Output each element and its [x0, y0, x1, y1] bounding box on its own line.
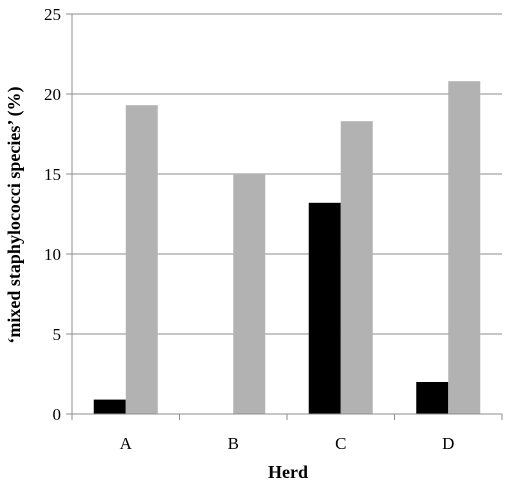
- y-tick-label: 10: [44, 245, 61, 264]
- x-tick-label: D: [442, 434, 454, 453]
- bar-D-series-1: [416, 382, 449, 414]
- bar-D-series-2: [448, 81, 481, 414]
- x-axis-title: Herd: [268, 462, 308, 482]
- y-tick-label: 25: [44, 5, 61, 24]
- bar-C-series-1: [308, 202, 341, 414]
- axes: [66, 13, 503, 420]
- bar-A-series-1: [93, 399, 126, 414]
- y-axis-title: ‘mixed staphylococci species’ (%): [4, 86, 25, 343]
- x-tick-label: A: [120, 434, 133, 453]
- x-tick-label: C: [335, 434, 346, 453]
- bar-B-series-2: [233, 174, 266, 414]
- y-tick-label: 20: [44, 85, 61, 104]
- x-tick-labels: A B C D: [120, 434, 455, 453]
- y-tick-labels: 0 5 10 15 20 25: [44, 5, 61, 424]
- bars: [93, 81, 481, 414]
- y-tick-label: 0: [53, 405, 62, 424]
- y-tick-label: 15: [44, 165, 61, 184]
- bar-C-series-2: [340, 121, 373, 414]
- y-tick-label: 5: [53, 325, 62, 344]
- bar-A-series-2: [125, 105, 158, 414]
- x-tick-label: B: [228, 434, 239, 453]
